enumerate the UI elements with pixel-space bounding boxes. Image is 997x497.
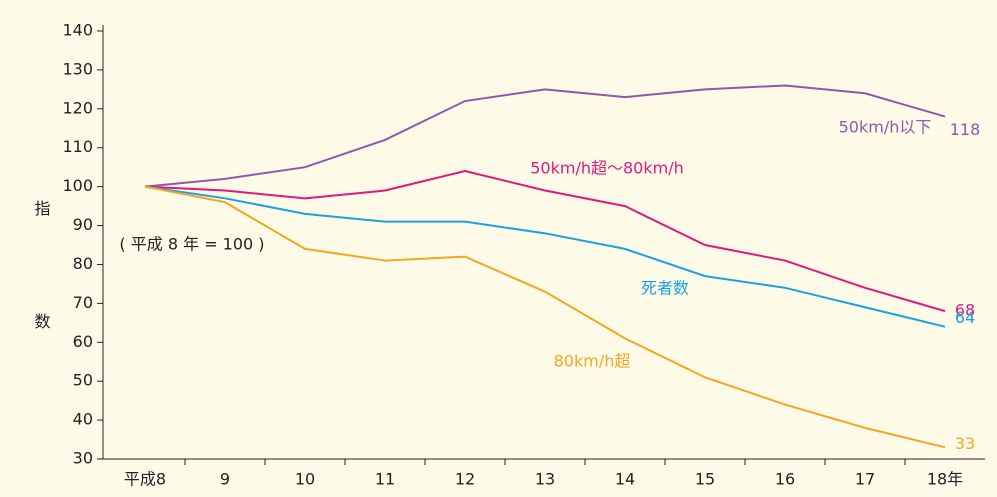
series-label: 50km/h以下 xyxy=(839,118,932,137)
y-axis-label: 指数 xyxy=(32,200,51,426)
x-tick-label: 11 xyxy=(375,470,395,489)
end-value-label: 33 xyxy=(955,434,975,453)
y-tick-label: 140 xyxy=(62,21,93,40)
y-tick-label: 60 xyxy=(73,332,93,351)
end-value-label: 64 xyxy=(955,308,975,327)
series-line xyxy=(144,170,946,313)
y-tick-label: 90 xyxy=(73,215,93,234)
y-tick-label: 80 xyxy=(73,254,93,273)
series-label: 80km/h超 xyxy=(554,352,631,371)
x-tick-label: 17 xyxy=(855,470,875,489)
y-tick-label: 70 xyxy=(73,293,93,312)
x-tick-label: 18年 xyxy=(927,470,963,489)
x-tick-label: 16 xyxy=(775,470,795,489)
x-tick-label: 12 xyxy=(455,470,475,489)
x-tick-label: 9 xyxy=(220,470,230,489)
series-label: 50km/h超～80km/h xyxy=(530,159,684,178)
series-line xyxy=(144,185,946,449)
x-tick-label: 15 xyxy=(695,470,715,489)
x-tick-label: 平成8 xyxy=(124,470,166,489)
series-line xyxy=(144,84,946,188)
y-tick-label: 120 xyxy=(62,98,93,117)
series-label: 死者数 xyxy=(641,279,689,298)
end-value-label: 68 xyxy=(955,301,975,320)
end-value-label: 118 xyxy=(950,120,981,139)
y-tick-label: 130 xyxy=(62,59,93,78)
series-line xyxy=(144,185,946,328)
annotation: ( 平成 8 年 = 100 ) xyxy=(119,235,264,254)
x-tick-label: 14 xyxy=(615,470,635,489)
y-tick-label: 40 xyxy=(73,410,93,429)
x-tick-label: 10 xyxy=(295,470,315,489)
y-tick-label: 100 xyxy=(62,176,93,195)
x-tick-label: 13 xyxy=(535,470,555,489)
y-tick-label: 110 xyxy=(62,137,93,156)
y-tick-label: 30 xyxy=(73,449,93,468)
y-tick-label: 50 xyxy=(73,371,93,390)
